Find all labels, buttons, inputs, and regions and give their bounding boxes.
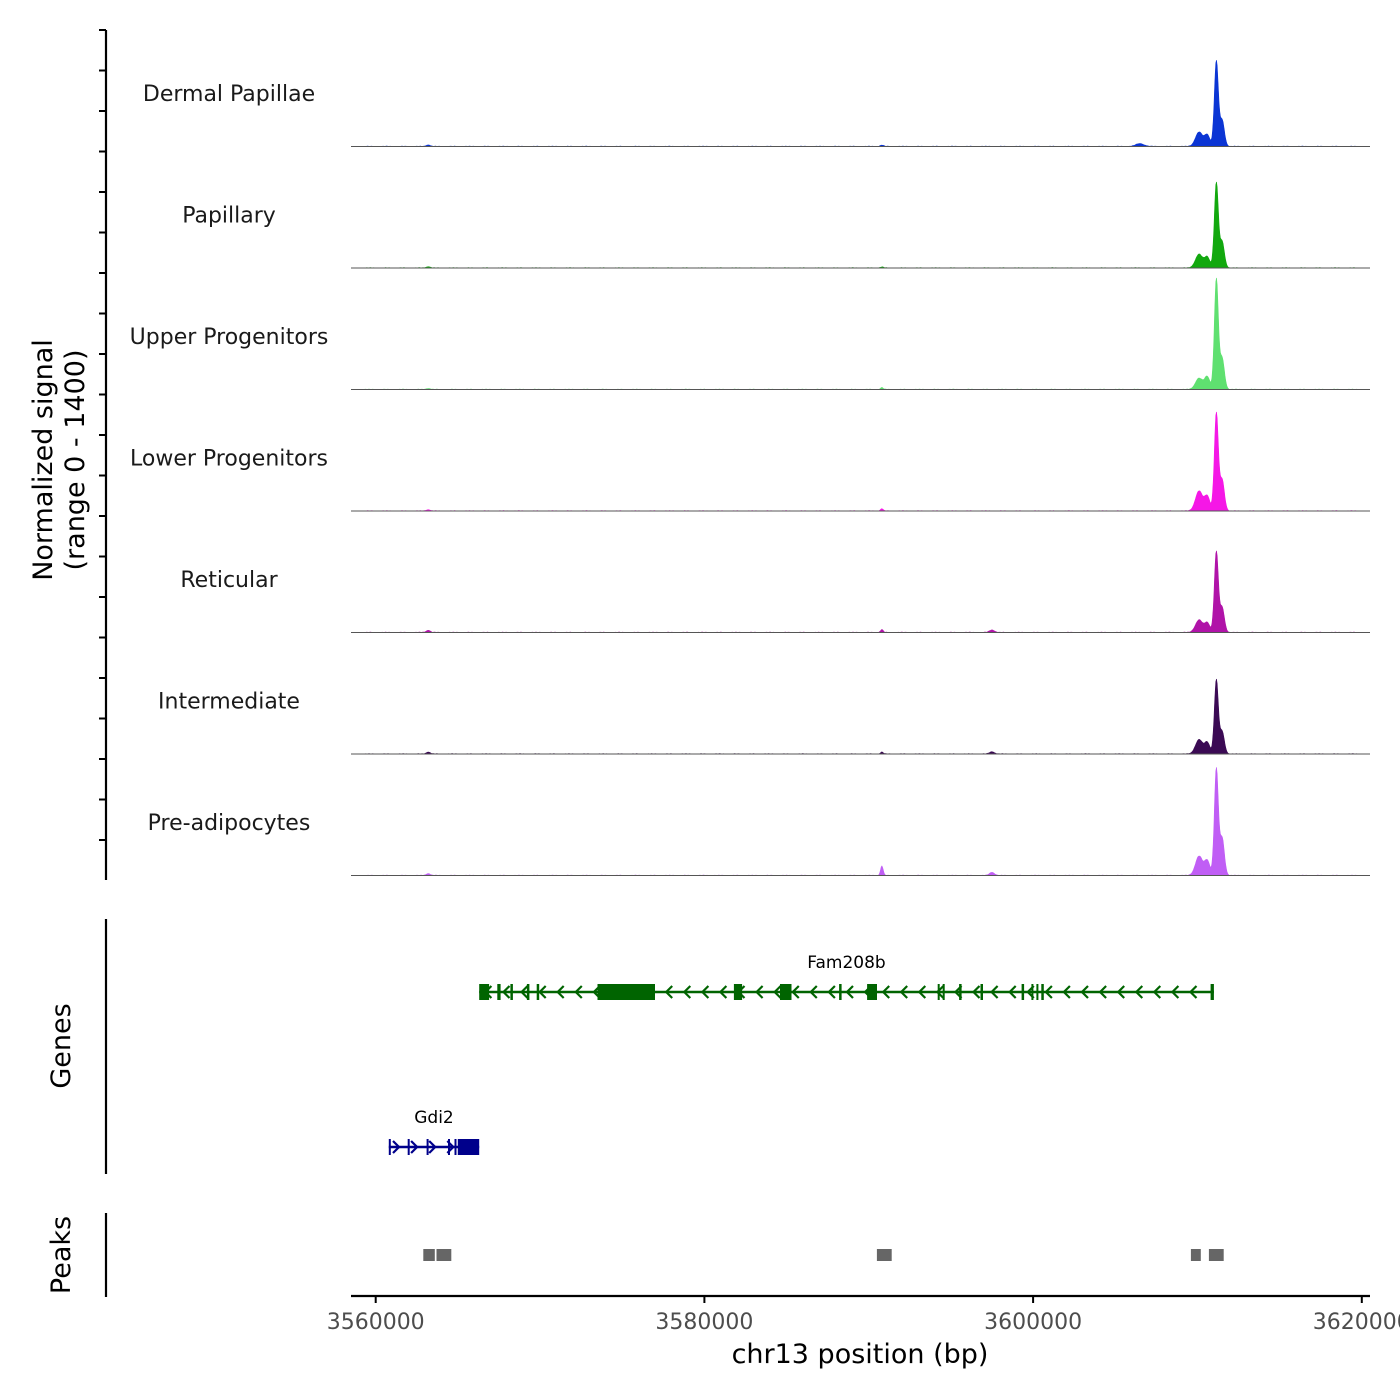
strand-chevron bbox=[809, 985, 818, 999]
gene-exon bbox=[388, 1139, 391, 1155]
strand-chevron bbox=[574, 985, 583, 999]
track-label: Dermal Papillae bbox=[143, 82, 315, 107]
peak-region bbox=[436, 1249, 452, 1261]
signal-tracks bbox=[351, 60, 1370, 876]
gene-exon bbox=[1210, 984, 1214, 1000]
x-tick-label: 3580000 bbox=[655, 1310, 753, 1335]
track-label: Lower Progenitors bbox=[130, 447, 328, 472]
track-label: Reticular bbox=[180, 568, 278, 593]
gene-annotations: Fam208b Gdi2 bbox=[388, 953, 1214, 1155]
signal-panel-ticks bbox=[99, 29, 106, 841]
strand-chevron bbox=[428, 1140, 437, 1154]
signal-area bbox=[358, 60, 1363, 147]
gene-exon bbox=[407, 1139, 410, 1155]
gene-exon bbox=[780, 984, 792, 1000]
gene-exon bbox=[942, 984, 945, 1000]
gene-exon bbox=[1041, 984, 1044, 1000]
strand-chevron bbox=[1044, 985, 1053, 999]
peaks-axis-title: Peaks bbox=[46, 1216, 77, 1294]
gene-exon bbox=[457, 1139, 460, 1155]
gene-exon bbox=[526, 984, 530, 1000]
peak-region bbox=[1190, 1249, 1201, 1261]
signal-area bbox=[358, 411, 1363, 512]
strand-chevron bbox=[971, 985, 981, 999]
peak-region bbox=[423, 1249, 435, 1261]
genes-axis-title: Genes bbox=[46, 1003, 77, 1088]
strand-chevron bbox=[1080, 985, 1089, 999]
strand-chevron bbox=[845, 985, 854, 999]
strand-chevron bbox=[917, 985, 927, 999]
x-tick-label: 3600000 bbox=[984, 1310, 1082, 1335]
strand-chevron bbox=[1170, 985, 1180, 999]
track-labels: Dermal Papillae Papillary Upper Progenitor… bbox=[130, 82, 329, 836]
gene-exon bbox=[597, 984, 655, 1000]
gene-exon bbox=[448, 1139, 450, 1155]
track-label: Intermediate bbox=[158, 690, 300, 715]
peak-regions bbox=[423, 1249, 1224, 1261]
strand-chevron bbox=[682, 985, 692, 999]
gene-exon bbox=[510, 984, 513, 1000]
x-axis-ticks: 3560000 3580000 3600000 3620000 bbox=[327, 1296, 1400, 1335]
strand-chevron bbox=[410, 1140, 419, 1154]
strand-chevron bbox=[392, 1140, 401, 1154]
gene-exon bbox=[536, 984, 540, 1000]
strand-chevron bbox=[827, 985, 836, 999]
gene-exon bbox=[937, 984, 940, 1000]
strand-chevron bbox=[899, 985, 908, 999]
signal-area bbox=[359, 277, 1362, 390]
strand-chevron bbox=[755, 985, 764, 999]
signal-axis-title-line2: (range 0 - 1400) bbox=[60, 350, 91, 571]
signal-area bbox=[358, 767, 1362, 876]
gene-label: Fam208b bbox=[807, 953, 885, 973]
strand-chevron bbox=[1098, 985, 1107, 999]
gene-exon bbox=[867, 984, 877, 1000]
strand-chevron bbox=[1152, 985, 1162, 999]
signal-area bbox=[358, 678, 1362, 755]
gene-exon bbox=[1036, 984, 1039, 1000]
track-label: Papillary bbox=[182, 204, 276, 229]
strand-chevron bbox=[1116, 985, 1125, 999]
gene-exon bbox=[459, 1139, 480, 1155]
strand-chevron bbox=[773, 985, 782, 999]
strand-chevron bbox=[520, 985, 529, 999]
strand-chevron bbox=[935, 985, 945, 999]
strand-chevron bbox=[1134, 985, 1144, 999]
strand-chevron bbox=[718, 985, 728, 999]
gene-exon bbox=[959, 984, 962, 1000]
strand-chevron bbox=[1062, 985, 1071, 999]
x-tick-label: 3620000 bbox=[1313, 1310, 1400, 1335]
gene-exon bbox=[454, 1139, 457, 1155]
strand-chevron bbox=[556, 985, 565, 999]
strand-chevron bbox=[501, 985, 511, 999]
strand-chevron bbox=[990, 985, 999, 999]
track-label: Pre-adipocytes bbox=[148, 811, 311, 836]
gene-exon bbox=[1021, 984, 1025, 1000]
gene-exon bbox=[479, 984, 490, 1000]
gene-exon bbox=[839, 984, 842, 1000]
gene-exon bbox=[426, 1139, 429, 1155]
strand-chevron bbox=[700, 985, 710, 999]
track-label: Upper Progenitors bbox=[130, 325, 329, 350]
gene-exon bbox=[497, 984, 501, 1000]
strand-chevron bbox=[664, 985, 673, 999]
gene-label: Gdi2 bbox=[414, 1108, 454, 1128]
gene-exon bbox=[1031, 984, 1034, 1000]
strand-chevron bbox=[881, 985, 890, 999]
peak-region bbox=[876, 1249, 892, 1261]
signal-axis-title-line1: Normalized signal bbox=[28, 339, 59, 581]
gene-exon bbox=[733, 984, 743, 1000]
gene-exon bbox=[980, 984, 983, 1000]
x-axis-title: chr13 position (bp) bbox=[732, 1339, 989, 1370]
peak-region bbox=[1208, 1249, 1224, 1261]
strand-chevron bbox=[538, 985, 547, 999]
strand-chevron bbox=[1008, 985, 1017, 999]
signal-area bbox=[358, 550, 1363, 633]
signal-area bbox=[358, 181, 1363, 269]
x-tick-label: 3560000 bbox=[327, 1310, 425, 1335]
strand-chevron bbox=[791, 985, 800, 999]
strand-chevron bbox=[1188, 985, 1198, 999]
